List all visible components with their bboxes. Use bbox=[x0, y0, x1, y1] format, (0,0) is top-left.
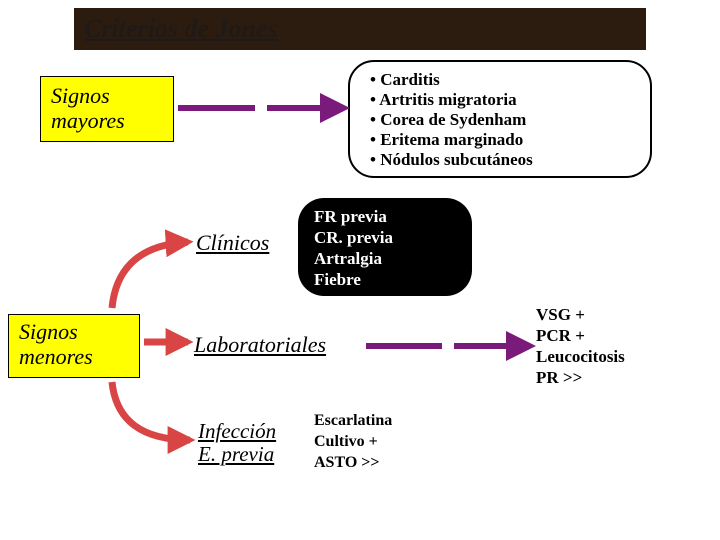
curve-to-clinicos bbox=[112, 242, 188, 308]
curve-to-infeccion bbox=[112, 382, 190, 440]
connectors-svg bbox=[0, 0, 720, 540]
